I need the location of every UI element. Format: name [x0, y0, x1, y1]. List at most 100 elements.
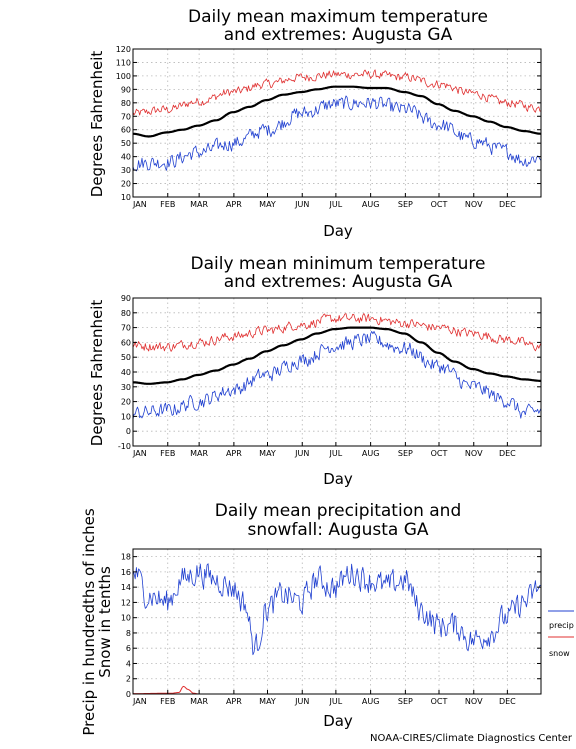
- chart-title-line-2: and extremes: Augusta GA: [224, 25, 453, 45]
- y-tick-label: 70: [121, 324, 131, 333]
- x-tick-label: SEP: [398, 200, 413, 209]
- x-tick-label: AUG: [362, 697, 380, 706]
- y-axis-label-line-1: Precip in hundredths of inches: [80, 508, 98, 735]
- y-tick-label: 50: [121, 139, 131, 148]
- x-tick-label: AUG: [362, 449, 380, 458]
- legend-label-snow: snow: [549, 649, 570, 658]
- y-tick-label: 20: [121, 180, 131, 189]
- x-tick-label: JUL: [329, 449, 343, 458]
- y-tick-label: 80: [121, 309, 131, 318]
- x-tick-label: JAN: [132, 449, 147, 458]
- y-tick-label: 0: [126, 427, 131, 436]
- y-tick-label: 40: [121, 368, 131, 377]
- y-tick-label: 18: [121, 553, 131, 562]
- y-tick-label: 2: [126, 675, 131, 684]
- plot-frame: [132, 48, 542, 198]
- y-tick-label: 30: [121, 383, 131, 392]
- chart-title-line-1: Daily mean minimum temperature: [191, 254, 486, 274]
- x-tick-label: DEC: [499, 449, 516, 458]
- y-axis-label: Degrees Fahrenheit: [88, 51, 106, 198]
- plot-area: 10 20 30 40 50 60 70 80 90 100 110 120 JAN FEB MAR APR M…: [116, 45, 542, 209]
- series-mean-line: [133, 85, 542, 138]
- x-tick-label: APR: [226, 697, 242, 706]
- x-tick-label: JUL: [329, 200, 343, 209]
- y-tick-label: 100: [116, 72, 131, 81]
- y-tick-label: 30: [121, 166, 131, 175]
- x-tick-label: DEC: [499, 697, 516, 706]
- y-tick-label: 80: [121, 99, 131, 108]
- x-tick-label: SEP: [398, 449, 413, 458]
- series-mean-line: [133, 326, 542, 385]
- chart-title-line-2: snowfall: Augusta GA: [247, 520, 428, 540]
- plot-area: -10 0 10 20 30 40 50 60 70 80 90 JAN FEB MAR APR MAY JUN…: [118, 294, 542, 458]
- chart-panel-min-temp: Daily mean minimum temperature and extre…: [88, 254, 542, 488]
- credit-text: NOAA-CIRES/Climate Diagnostics Center: [370, 733, 573, 744]
- x-tick-label: MAY: [259, 697, 276, 706]
- plot-frame: [132, 548, 542, 695]
- y-tick-label: 10: [121, 193, 131, 202]
- y-tick-label: 6: [126, 644, 131, 653]
- y-tick-label: 8: [126, 629, 131, 638]
- x-tick-label: NOV: [465, 697, 483, 706]
- x-tick-label: JUN: [294, 697, 309, 706]
- x-tick-label: NOV: [465, 200, 483, 209]
- y-tick-label: 10: [121, 614, 131, 623]
- chart-title-line-1: Daily mean maximum temperature: [188, 7, 488, 27]
- series-extreme-high-line: [132, 69, 542, 116]
- y-tick-label: 90: [121, 294, 131, 303]
- chart-title-line-2: and extremes: Augusta GA: [224, 272, 453, 292]
- x-tick-label: FEB: [160, 449, 175, 458]
- x-tick-label: OCT: [431, 449, 448, 458]
- y-tick-label: 16: [121, 568, 131, 577]
- x-tick-label: MAY: [259, 200, 276, 209]
- y-tick-label: 50: [121, 353, 131, 362]
- x-tick-label: JAN: [132, 697, 147, 706]
- x-tick-label: JUN: [294, 200, 309, 209]
- legend: precip snow: [548, 610, 574, 658]
- y-tick-label: 20: [121, 398, 131, 407]
- x-axis-label: Day: [323, 712, 353, 730]
- series-extreme-low-line: [132, 95, 542, 172]
- x-tick-label: MAR: [190, 697, 208, 706]
- x-tick-label: MAR: [190, 200, 208, 209]
- y-tick-label: 60: [121, 338, 131, 347]
- series-extreme-low-line: [132, 330, 542, 420]
- x-tick-label: JAN: [132, 200, 147, 209]
- y-tick-label: 4: [126, 659, 131, 668]
- y-tick-label: 0: [126, 690, 131, 699]
- y-tick-label: 90: [121, 85, 131, 94]
- x-tick-label: JUN: [294, 449, 309, 458]
- x-tick-label: MAR: [190, 449, 208, 458]
- y-tick-label: 120: [116, 45, 131, 54]
- chart-panel-precip: Daily mean precipitation and snowfall: A…: [80, 501, 574, 736]
- x-tick-label: APR: [226, 200, 242, 209]
- x-tick-label: APR: [226, 449, 242, 458]
- plot-area: 0 2 4 6 8 10 12 14 16 18 JAN FEB MAR APR MAY JUN JUL AUG S…: [121, 548, 542, 706]
- y-axis-label-line-2: Snow in tenths: [96, 566, 114, 678]
- y-tick-label: 10: [121, 412, 131, 421]
- y-tick-label: 14: [121, 583, 131, 592]
- legend-label-precip: precip: [549, 621, 574, 630]
- y-tick-label: -10: [118, 442, 131, 451]
- x-tick-label: DEC: [499, 200, 516, 209]
- y-tick-label: 70: [121, 112, 131, 121]
- x-axis-label: Day: [323, 222, 353, 240]
- x-tick-label: JUL: [329, 697, 343, 706]
- series-precip-line: [132, 563, 542, 656]
- series-snow-line: [133, 685, 541, 695]
- y-tick-label: 110: [116, 58, 131, 67]
- series-extreme-high-line: [132, 313, 542, 352]
- y-tick-label: 12: [121, 598, 131, 607]
- x-tick-label: SEP: [398, 697, 413, 706]
- x-tick-label: MAY: [259, 449, 276, 458]
- y-axis-label: Degrees Fahrenheit: [88, 300, 106, 447]
- x-tick-label: OCT: [431, 697, 448, 706]
- x-tick-label: NOV: [465, 449, 483, 458]
- x-tick-label: OCT: [431, 200, 448, 209]
- x-tick-label: AUG: [362, 200, 380, 209]
- y-tick-label: 40: [121, 153, 131, 162]
- x-axis-label: Day: [323, 470, 353, 488]
- x-tick-label: FEB: [160, 200, 175, 209]
- chart-panel-max-temp: Daily mean maximum temperature and extre…: [88, 7, 542, 240]
